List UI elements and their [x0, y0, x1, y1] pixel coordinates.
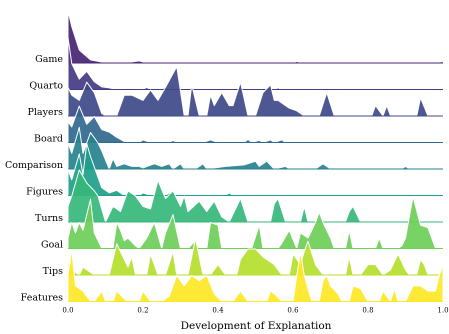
row-label-quarto: Quarto	[29, 81, 63, 92]
ridge-turns	[67, 169, 444, 223]
row-label-features: Features	[21, 293, 63, 304]
x-tick-label: 1.0	[437, 307, 448, 315]
ridge-area-quarto	[67, 37, 444, 90]
ridge-area-game	[67, 10, 444, 64]
row-label-turns: Turns	[35, 213, 63, 224]
row-label-game: Game	[35, 54, 63, 65]
row-label-players: Players	[28, 107, 64, 118]
ridge-area-features	[67, 249, 444, 302]
x-tick-label: 0.0	[62, 307, 73, 315]
ridge-comparison	[67, 126, 444, 170]
ridge-board	[67, 105, 444, 143]
x-tick-label: 0.8	[362, 307, 373, 315]
ridge-tips	[67, 238, 444, 276]
row-label-tips: Tips	[43, 266, 63, 277]
x-tick-label: 0.2	[137, 307, 148, 315]
x-axis: 0.0 0.2 0.4 0.6 0.8 1.0	[62, 307, 448, 315]
row-labels-layer: Game Quarto Players Board Comparison Figures T…	[5, 54, 63, 304]
x-tick-label: 0.6	[287, 307, 299, 315]
ridge-area-players	[67, 66, 444, 117]
ridge-area-tips	[67, 238, 444, 276]
ridge-quarto	[67, 37, 444, 90]
row-label-comparison: Comparison	[5, 160, 63, 171]
ridges-layer	[67, 10, 444, 302]
x-tick-label: 0.4	[212, 307, 224, 315]
ridge-players	[67, 66, 444, 117]
ridge-game	[67, 10, 444, 64]
ridge-area-turns	[67, 169, 444, 223]
row-label-figures: Figures	[26, 187, 63, 198]
ridge-features	[67, 249, 444, 302]
x-axis-title: Development of Explanation	[181, 320, 332, 332]
row-label-goal: Goal	[41, 240, 63, 251]
ridge-area-board	[67, 105, 444, 143]
row-label-board: Board	[34, 134, 63, 145]
ridge-area-comparison	[67, 126, 444, 170]
